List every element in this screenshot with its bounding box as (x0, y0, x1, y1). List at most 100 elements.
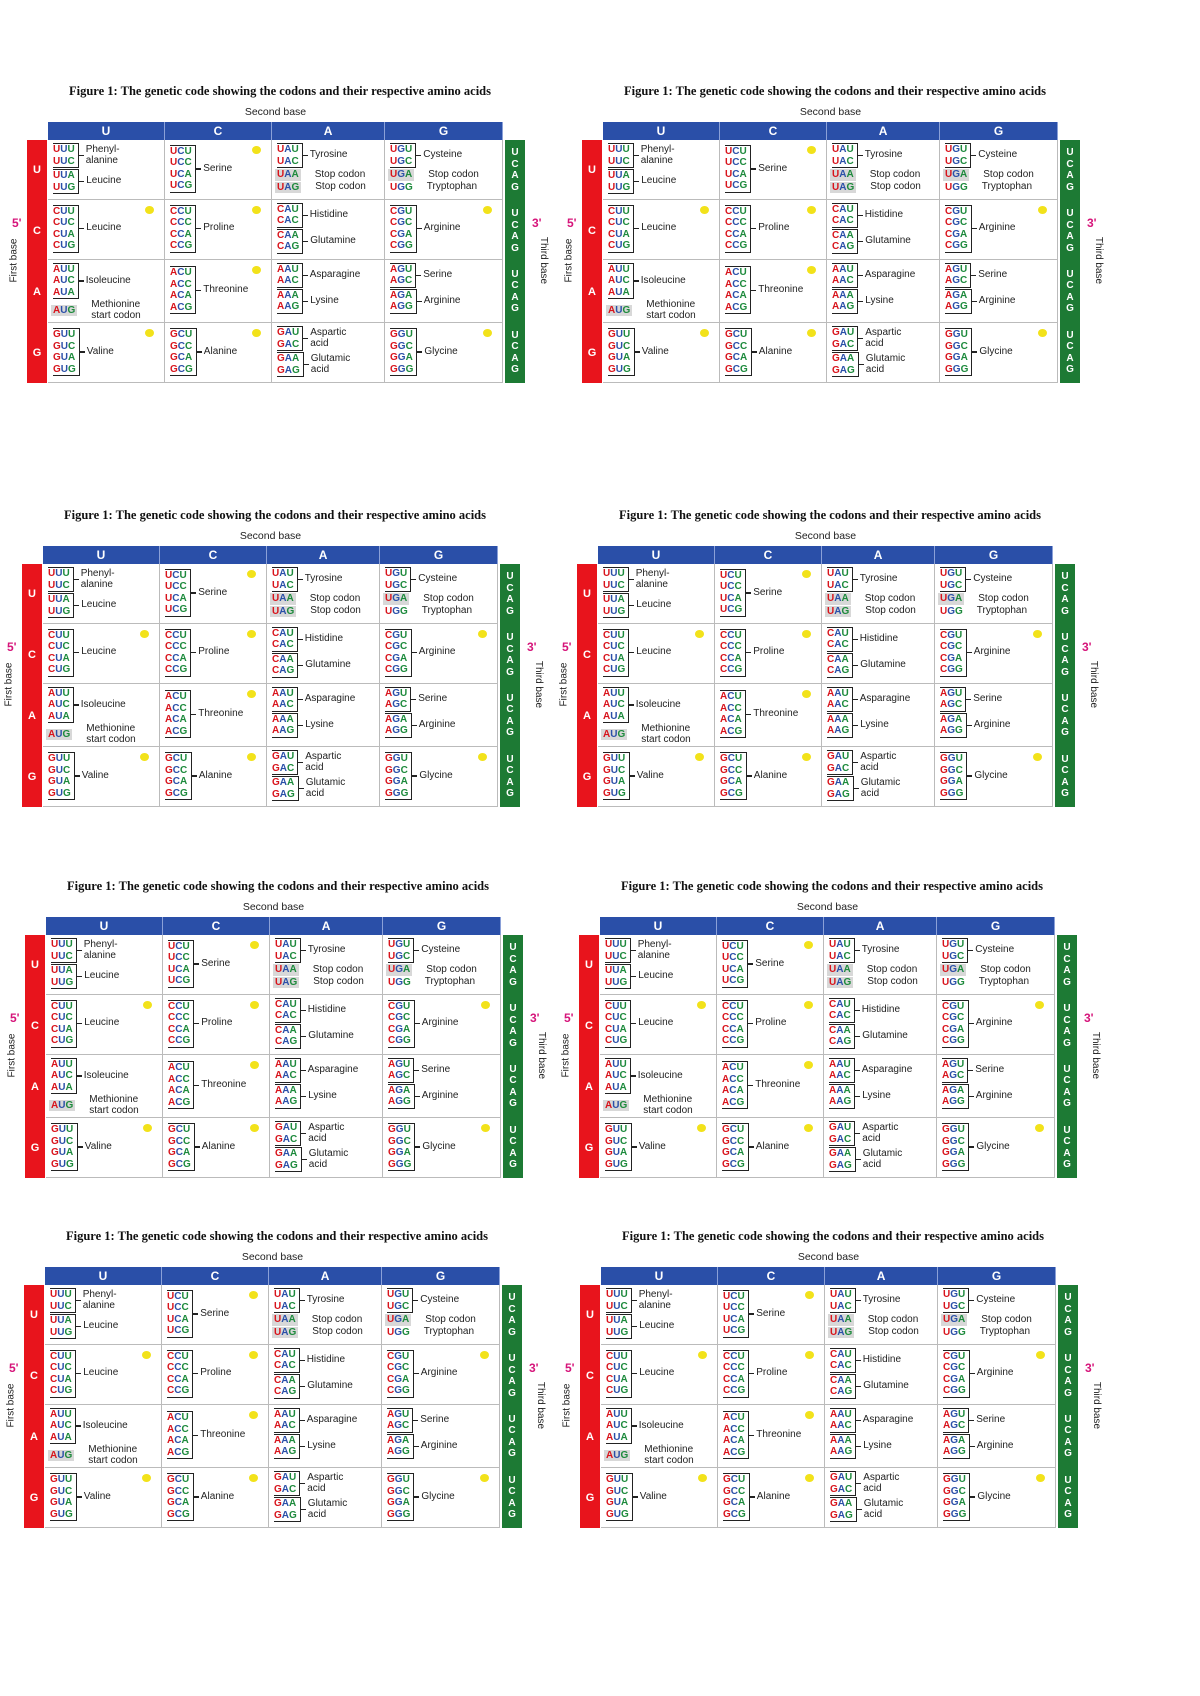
codon: ACU (722, 1062, 744, 1074)
codon-list: UAU UAC (272, 567, 298, 592)
third-base-C: C (1063, 953, 1071, 965)
amino-acid-label: Aspartic acid (305, 751, 342, 773)
amino-acid-label: Alanine (753, 769, 788, 781)
five-prime-label: 5' (9, 1361, 19, 1375)
amino-acid-group: GCU GCC GCA GCG Alanine (722, 1123, 789, 1172)
codon-list: AUG (46, 728, 73, 741)
codon-base: C (842, 762, 850, 774)
codon: GCU (723, 1474, 746, 1486)
codon-base: U (827, 579, 835, 591)
codon-base: C (830, 1374, 838, 1386)
amino-acid-group: CCU CCC CCA CCG Proline (165, 628, 229, 677)
codon-list: CAU CAC (832, 202, 858, 228)
codon-cell: AUU AUC AUA Isoleucine AUG Methionine start c… (46, 1054, 163, 1118)
codon-list: UGU UGC (945, 143, 972, 168)
codon-base: U (622, 144, 630, 155)
codon-base: G (402, 1446, 410, 1458)
codon-base: G (958, 1508, 967, 1520)
codon: AGG (943, 1446, 966, 1458)
codon-base: A (834, 777, 843, 789)
codon: UCA (725, 169, 747, 181)
codon-base: G (394, 1434, 403, 1446)
codon-row: UUU UUC Phenyl- alanine UUA UUG Leucine UCU UCC… (598, 564, 1053, 624)
codon: UAG (272, 1326, 299, 1338)
second-base-C: C (163, 917, 271, 935)
codon-list: UUU UUC (605, 938, 631, 963)
third-base-C: C (506, 765, 514, 777)
codon: CUA (53, 229, 75, 241)
codon-base: G (947, 568, 956, 579)
codon-base: U (288, 1408, 296, 1420)
codon-base: C (739, 157, 747, 169)
third-base-U: U (1061, 632, 1069, 644)
bracket-line (631, 1425, 637, 1427)
codon: GUU (53, 329, 76, 341)
third-base-A: A (1064, 1376, 1072, 1388)
codon: UUG (608, 182, 630, 194)
codon-base: U (402, 1408, 410, 1420)
codon-base: U (610, 605, 618, 617)
codon-base: U (621, 1474, 629, 1486)
third-base-C: C (509, 1075, 517, 1087)
amino-acid-group: UUA UUG Leucine (50, 1314, 161, 1339)
amino-acid-group: AAA AAG Lysine (274, 1433, 381, 1459)
bracket-line (75, 1425, 81, 1427)
codon-base: A (387, 1408, 395, 1420)
codon-base: G (286, 605, 295, 617)
codon-cell: ACU ACC ACA ACG Threonine (720, 259, 827, 323)
codon-list: CCU CCC CCA CCG (167, 1349, 194, 1398)
amino-acid-group: GAA GAG Glutamic acid (275, 1147, 382, 1173)
codon-base: G (949, 976, 958, 988)
amino-acid-group: UAA Stop codon (272, 1314, 381, 1326)
codon-base: A (53, 304, 61, 316)
codon: UGA (941, 1314, 968, 1326)
codon-list: CAU CAC (272, 626, 298, 652)
codon-list: UGU UGC (940, 567, 967, 592)
codon-base: G (275, 1122, 283, 1134)
codon-base: G (392, 652, 401, 664)
codon-base: C (608, 205, 616, 217)
codon-base: U (610, 629, 618, 641)
codon-base: A (387, 1446, 395, 1458)
codon: CUG (48, 664, 70, 676)
codon-cell: UAU UAC Tyrosine UAA Stop codon UAG Stop codon (269, 1285, 382, 1344)
codon-base: U (291, 203, 299, 215)
codon-base: A (720, 725, 728, 737)
codon-base: U (612, 1035, 620, 1047)
codon-base: U (58, 965, 66, 976)
yellow-dot-marker (142, 1350, 151, 1359)
codon-base: A (605, 1081, 613, 1093)
codon: UUU (603, 568, 625, 580)
codon-base: U (945, 144, 953, 155)
yellow-dot-marker (695, 629, 704, 638)
bracket-line (414, 949, 420, 952)
codon-cell: GAU GAC Aspartic acid GAA GAG Glutamic acid (825, 1468, 938, 1527)
codon-base: U (725, 180, 733, 192)
second-base-C: C (162, 1267, 270, 1285)
codon-base: G (620, 1158, 628, 1170)
codon-list: AAU AAC (272, 686, 298, 712)
codon-base: C (846, 275, 854, 287)
amino-acid-label: Phenyl- alanine (80, 568, 115, 590)
amino-acid-label: Leucine (83, 1320, 119, 1332)
codon-cell: CGU CGC CGA CGG Arginine (938, 1344, 1056, 1404)
codon-list: UAG (273, 976, 300, 988)
codon-base: A (603, 710, 611, 722)
codon-base: G (394, 1385, 403, 1397)
codon: AUG (606, 304, 633, 317)
codon-base: U (65, 1474, 73, 1486)
codon: GCG (725, 364, 748, 376)
codon-base: G (830, 1483, 838, 1495)
codon: AAC (830, 1420, 852, 1432)
codon-cell: CCU CCC CCA CCG Proline (718, 1344, 825, 1404)
codon: AAG (832, 301, 854, 313)
codon-base: A (286, 653, 294, 665)
codon-base: U (387, 1300, 395, 1312)
amino-acid-group: UCU UCC UCA UCG Serine (165, 568, 227, 617)
codon-base: G (390, 340, 398, 352)
codon-row: CUU CUC CUA CUG Leucine CCU CCC CCA CCG Proline CA… (600, 994, 1055, 1055)
codon-base: C (623, 340, 631, 352)
codon: UCA (722, 964, 744, 976)
